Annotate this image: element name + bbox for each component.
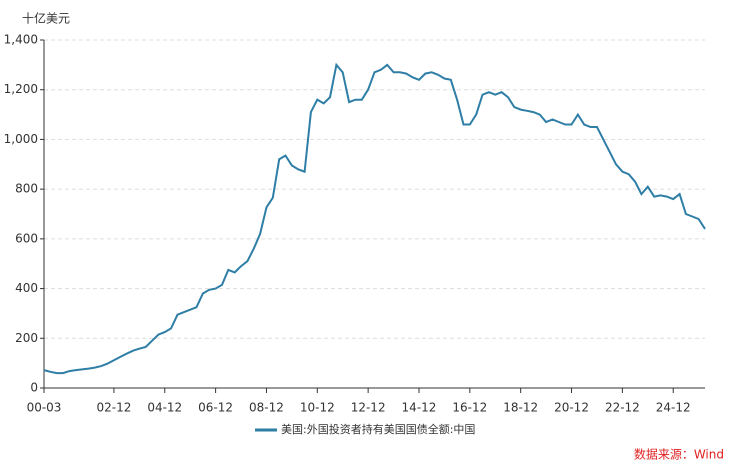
series-line — [43, 62, 706, 375]
x-tick-label: 18-12 — [503, 401, 538, 415]
y-tick-label: 1,400 — [4, 33, 38, 47]
y-tick-label: 600 — [15, 231, 38, 245]
x-tick-label: 06-12 — [198, 401, 233, 415]
x-tick-label: 16-12 — [452, 401, 487, 415]
y-axis-label: 十亿美元 — [22, 11, 70, 26]
x-tick-label: 00-03 — [27, 401, 62, 415]
source: 数据来源：Wind — [634, 447, 724, 462]
y-tick-label: 800 — [15, 182, 38, 196]
y-tick-label: 1,200 — [4, 82, 38, 96]
x-tick-label: 22-12 — [605, 401, 640, 415]
y-tick-label: 200 — [15, 331, 38, 345]
x-tick-label: 24-12 — [656, 401, 691, 415]
y-tick-label: 0 — [30, 381, 38, 395]
x-tick-label: 12-12 — [351, 401, 386, 415]
x-tick-label: 14-12 — [402, 401, 437, 415]
x-tick-label: 10-12 — [300, 401, 335, 415]
x-tick-label: 02-12 — [96, 401, 131, 415]
y-tick-label: 400 — [15, 281, 38, 295]
x-tick-label: 20-12 — [554, 401, 589, 415]
x-tick-label: 04-12 — [147, 401, 182, 415]
x-tick-label: 08-12 — [249, 401, 284, 415]
y-tick-label: 1,000 — [4, 132, 38, 146]
legend-label: 美国:外国投资者持有美国国债全额:中国 — [281, 422, 475, 436]
